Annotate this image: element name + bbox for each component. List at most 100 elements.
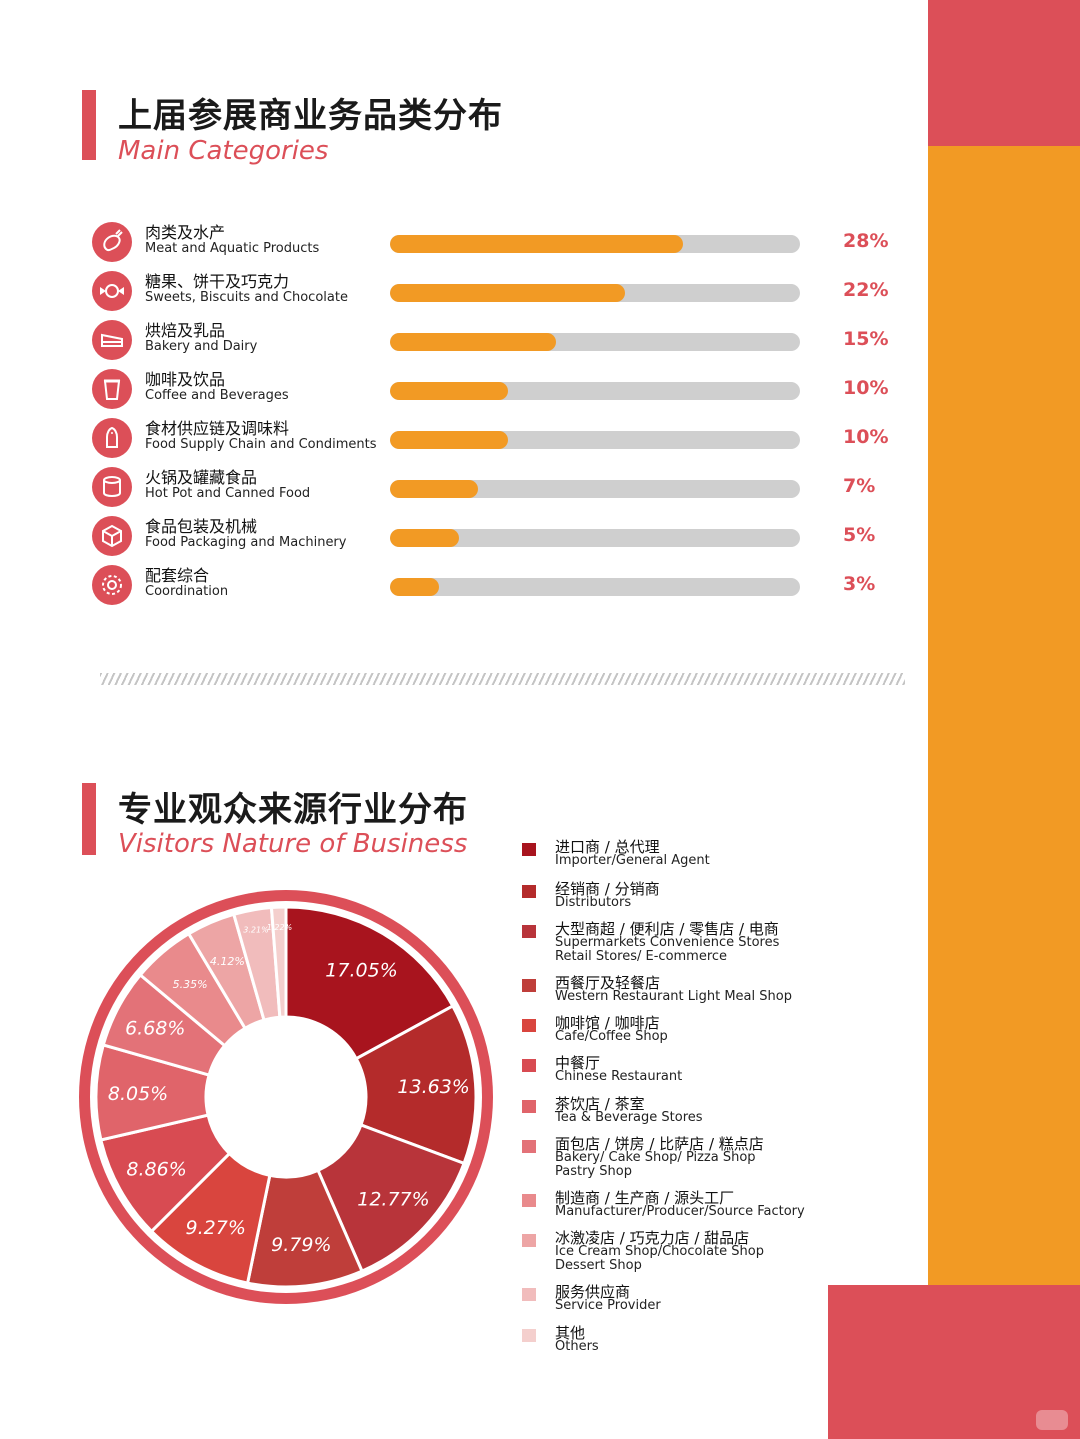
section2-accent-bar <box>82 783 96 855</box>
donut-slice <box>354 1003 478 1166</box>
cup-icon <box>92 369 132 409</box>
donut-slice-label: 8.05% <box>108 1083 168 1105</box>
bar-track <box>390 333 800 351</box>
legend-label-cn: 中餐厅 <box>555 1054 601 1072</box>
bar-fill <box>390 480 479 498</box>
legend-swatch <box>522 1059 536 1072</box>
candy-icon <box>92 271 132 311</box>
donut-slice-label: 9.27% <box>186 1217 246 1239</box>
legend-label-en: Chinese Restaurant <box>555 1069 683 1084</box>
bar-value-label: 28% <box>843 230 889 252</box>
legend-label-cn: 服务供应商 <box>555 1283 631 1301</box>
section2-subtitle: Visitors Nature of Business <box>118 829 468 859</box>
legend-label-en: Bakery/ Cake Shop/ Pizza Shop Pastry Sho… <box>555 1150 756 1179</box>
donut-slice-label: 1.22% <box>267 923 292 932</box>
legend-label-cn: 进口商 / 总代理 <box>555 838 660 856</box>
category-label-cn: 火锅及罐藏食品 <box>145 468 258 487</box>
bar-value-label: 15% <box>843 328 889 350</box>
donut-slice-label: 9.79% <box>271 1234 331 1256</box>
donut-slice <box>284 905 455 1061</box>
decor-band-red-top <box>928 0 1080 146</box>
bar-fill <box>390 382 508 400</box>
section1-accent-bar <box>82 90 96 160</box>
legend-swatch <box>522 925 536 938</box>
legend-swatch <box>522 1019 536 1032</box>
decor-band-orange <box>928 146 1080 1285</box>
legend-label-cn: 其他 <box>555 1324 586 1342</box>
hatched-divider <box>100 673 905 685</box>
donut-slice <box>316 1123 466 1274</box>
legend-label-cn: 茶饮店 / 茶室 <box>555 1095 645 1113</box>
donut-slice-label: 4.12% <box>210 955 245 968</box>
meat-icon <box>92 222 132 262</box>
bar-track <box>390 529 800 547</box>
category-row: 火锅及罐藏食品 Hot Pot and Canned Food 7% <box>92 467 912 511</box>
category-label-cn: 烘焙及乳品 <box>145 321 226 340</box>
category-label-cn: 食品包装及机械 <box>145 517 258 536</box>
legend-label-cn: 制造商 / 生产商 / 源头工厂 <box>555 1189 735 1207</box>
category-label-en: Food Packaging and Machinery <box>145 535 347 550</box>
legend-swatch <box>522 1234 536 1247</box>
section2-title: 专业观众来源行业分布 <box>118 790 468 830</box>
donut-slice <box>269 905 288 1019</box>
bar-value-label: 7% <box>843 475 876 497</box>
category-label-en: Bakery and Dairy <box>145 339 258 354</box>
bar-track <box>390 480 800 498</box>
category-label-en: Meat and Aquatic Products <box>145 241 320 256</box>
legend-swatch <box>522 979 536 992</box>
legend-swatch <box>522 1100 536 1113</box>
category-row: 肉类及水产 Meat and Aquatic Products 28% <box>92 222 912 266</box>
category-label-en: Coordination <box>145 584 229 599</box>
box-icon <box>92 516 132 556</box>
legend-swatch <box>522 1140 536 1153</box>
category-label-en: Coffee and Beverages <box>145 388 289 403</box>
salt-shaker-icon <box>92 418 132 458</box>
legend-label-en: Manufacturer/Producer/Source Factory <box>555 1204 805 1219</box>
category-label-cn: 食材供应链及调味料 <box>145 419 290 438</box>
legend-swatch <box>522 1288 536 1301</box>
bar-value-label: 22% <box>843 279 889 301</box>
category-row: 配套综合 Coordination 3% <box>92 565 912 609</box>
legend-label-cn: 大型商超 / 便利店 / 零售店 / 电商 <box>555 920 779 938</box>
donut-slice-label: 8.86% <box>126 1158 186 1180</box>
category-label-en: Hot Pot and Canned Food <box>145 486 311 501</box>
legend-label-en: Ice Cream Shop/Chocolate Shop Dessert Sh… <box>555 1244 764 1273</box>
category-label-cn: 糖果、饼干及巧克力 <box>145 272 290 291</box>
donut-slice-label: 6.68% <box>125 1017 185 1039</box>
cake-icon <box>92 320 132 360</box>
legend-label-cn: 冰激凌店 / 巧克力店 / 甜品店 <box>555 1229 750 1247</box>
legend-label-cn: 经销商 / 分销商 <box>555 880 660 898</box>
section1-subtitle: Main Categories <box>118 136 329 166</box>
decor-band-red-bottom <box>828 1285 1080 1439</box>
bar-track <box>390 578 800 596</box>
category-row: 糖果、饼干及巧克力 Sweets, Biscuits and Chocolate 2… <box>92 271 912 315</box>
donut-slice-label: 17.05% <box>325 959 397 981</box>
legend-swatch <box>522 1194 536 1207</box>
category-row: 咖啡及饮品 Coffee and Beverages 10% <box>92 369 912 413</box>
corner-watermark <box>1036 1410 1068 1430</box>
category-label-cn: 配套综合 <box>145 566 210 585</box>
legend-label-en: Supermarkets Convenience Stores Retail S… <box>555 935 780 964</box>
bar-fill <box>390 578 440 596</box>
legend-swatch <box>522 1329 536 1342</box>
bar-fill <box>390 431 508 449</box>
legend-swatch <box>522 885 536 898</box>
bar-value-label: 10% <box>843 377 889 399</box>
legend-label-en: Others <box>555 1339 599 1354</box>
bar-track <box>390 284 800 302</box>
category-label-en: Food Supply Chain and Condiments <box>145 437 377 452</box>
category-row: 食材供应链及调味料 Food Supply Chain and Condiment… <box>92 418 912 462</box>
legend-label-en: Importer/General Agent <box>555 853 710 868</box>
bar-fill <box>390 529 459 547</box>
legend-label-en: Western Restaurant Light Meal Shop <box>555 989 792 1004</box>
legend-label-en: Tea & Beverage Stores <box>555 1110 703 1125</box>
legend-swatch <box>522 843 536 856</box>
legend-label-en: Service Provider <box>555 1298 661 1313</box>
category-row: 食品包装及机械 Food Packaging and Machinery 5% <box>92 516 912 560</box>
donut-slice-label: 12.77% <box>357 1188 429 1210</box>
bar-track <box>390 382 800 400</box>
legend-label-en: Distributors <box>555 895 632 910</box>
can-icon <box>92 467 132 507</box>
legend-label-cn: 西餐厅及轻餐店 <box>555 974 661 992</box>
category-label-en: Sweets, Biscuits and Chocolate <box>145 290 348 305</box>
